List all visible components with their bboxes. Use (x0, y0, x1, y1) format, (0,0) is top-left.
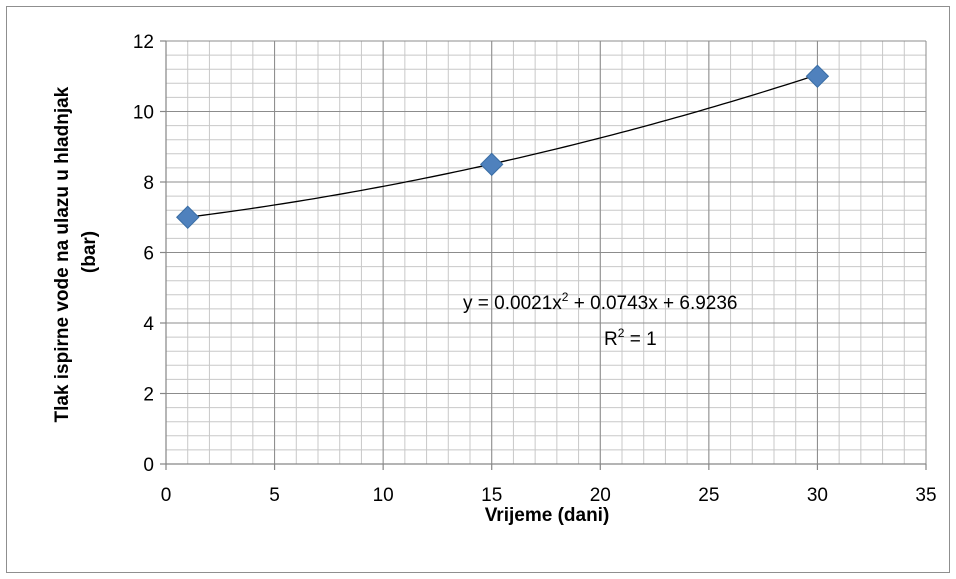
x-tick-label: 35 (915, 485, 936, 506)
data-point-diamond (480, 152, 504, 177)
trendline-equation: y = 0.0021x2 + 0.0743x + 6.9236 (463, 290, 738, 314)
y-tick-labels: 0 2 4 6 8 10 12 (133, 32, 155, 476)
y-axis-title-line-2: (bar) (79, 231, 100, 273)
y-axis-title: Tlak ispirne vode na ulazu u hladnjak (b… (52, 81, 100, 422)
y-axis-title-line-1: Tlak ispirne vode na ulazu u hladnjak (52, 86, 73, 422)
axes (160, 40, 927, 470)
x-tick-label: 10 (373, 485, 394, 506)
r-squared-label: R2 = 1 (604, 326, 657, 350)
y-tick-label: 2 (143, 385, 154, 406)
x-tick-label: 20 (590, 485, 611, 506)
trendline (187, 74, 818, 218)
chart-frame (6, 6, 950, 573)
y-tick-label: 0 (143, 455, 154, 476)
major-gridlines (165, 40, 927, 465)
x-axis-title: Vrijeme (dani) (485, 505, 610, 526)
x-tick-label: 25 (698, 485, 719, 506)
y-tick-label: 10 (133, 103, 154, 124)
data-point-diamond (805, 64, 830, 88)
y-tick-label: 8 (143, 173, 154, 194)
data-point-diamond (176, 205, 200, 229)
x-tick-label: 5 (269, 485, 280, 506)
x-tick-label: 30 (807, 485, 828, 506)
y-tick-label: 6 (143, 244, 154, 265)
y-tick-label: 4 (143, 314, 154, 335)
data-points (176, 64, 830, 229)
x-tick-label: 15 (481, 485, 502, 506)
x-tick-label: 0 (161, 485, 172, 506)
y-tick-label: 12 (133, 32, 154, 53)
x-tick-labels: 0 5 10 15 20 25 30 35 (161, 485, 937, 506)
